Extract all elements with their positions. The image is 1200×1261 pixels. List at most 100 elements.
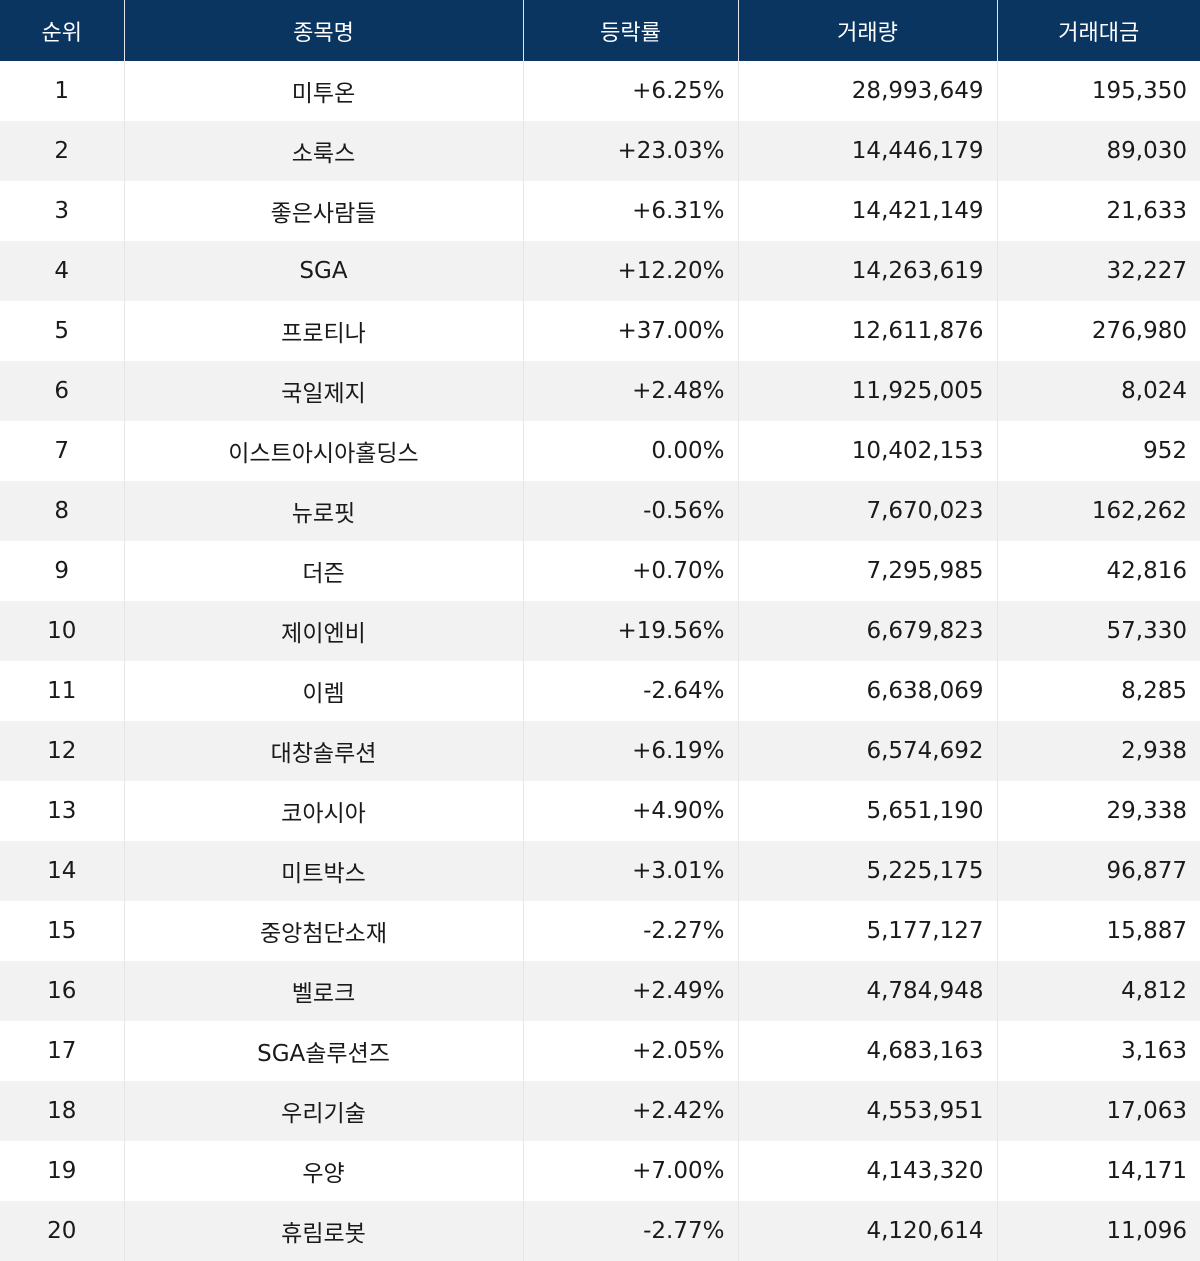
cell-change-rate: +3.01% (523, 841, 739, 901)
cell-volume: 5,225,175 (738, 841, 998, 901)
table-row: 5 프로티나 +37.00% 12,611,876 276,980 (0, 301, 1200, 361)
cell-trade-amount: 14,171 (997, 1141, 1200, 1201)
cell-rank: 18 (0, 1081, 125, 1141)
cell-trade-amount: 8,285 (997, 661, 1200, 721)
cell-rank: 15 (0, 901, 125, 961)
cell-rank: 16 (0, 961, 125, 1021)
cell-volume: 5,651,190 (738, 781, 998, 841)
table-row: 8 뉴로핏 -0.56% 7,670,023 162,262 (0, 481, 1200, 541)
table-row: 11 이렘 -2.64% 6,638,069 8,285 (0, 661, 1200, 721)
cell-volume: 5,177,127 (738, 901, 998, 961)
cell-volume: 4,553,951 (738, 1081, 998, 1141)
table-body: 1 미투온 +6.25% 28,993,649 195,350 2 소룩스 +23.03% 14… (0, 61, 1200, 1261)
cell-change-rate: +0.70% (523, 541, 739, 601)
table-row: 13 코아시아 +4.90% 5,651,190 29,338 (0, 781, 1200, 841)
cell-trade-amount: 89,030 (997, 121, 1200, 181)
cell-rank: 6 (0, 361, 125, 421)
cell-trade-amount: 2,938 (997, 721, 1200, 781)
table-row: 19 우양 +7.00% 4,143,320 14,171 (0, 1141, 1200, 1201)
cell-rank: 13 (0, 781, 125, 841)
cell-stock-name: 좋은사람들 (124, 181, 524, 241)
cell-rank: 12 (0, 721, 125, 781)
cell-stock-name: 뉴로핏 (124, 481, 524, 541)
cell-rank: 20 (0, 1201, 125, 1261)
cell-volume: 7,670,023 (738, 481, 998, 541)
cell-rank: 5 (0, 301, 125, 361)
table-row: 12 대창솔루션 +6.19% 6,574,692 2,938 (0, 721, 1200, 781)
cell-volume: 12,611,876 (738, 301, 998, 361)
table-row: 14 미트박스 +3.01% 5,225,175 96,877 (0, 841, 1200, 901)
cell-volume: 4,784,948 (738, 961, 998, 1021)
cell-change-rate: -2.27% (523, 901, 739, 961)
header-rank: 순위 (0, 0, 125, 61)
cell-trade-amount: 276,980 (997, 301, 1200, 361)
cell-stock-name: SGA (124, 241, 524, 301)
cell-stock-name: 이렘 (124, 661, 524, 721)
cell-trade-amount: 15,887 (997, 901, 1200, 961)
cell-volume: 6,638,069 (738, 661, 998, 721)
cell-stock-name: 제이엔비 (124, 601, 524, 661)
table-header-row: 순위 종목명 등락률 거래량 거래대금 (0, 0, 1200, 61)
cell-change-rate: +37.00% (523, 301, 739, 361)
cell-volume: 14,263,619 (738, 241, 998, 301)
table-row: 4 SGA +12.20% 14,263,619 32,227 (0, 241, 1200, 301)
table-row: 17 SGA솔루션즈 +2.05% 4,683,163 3,163 (0, 1021, 1200, 1081)
cell-rank: 17 (0, 1021, 125, 1081)
cell-rank: 2 (0, 121, 125, 181)
cell-stock-name: 우양 (124, 1141, 524, 1201)
cell-change-rate: +2.42% (523, 1081, 739, 1141)
table-row: 18 우리기술 +2.42% 4,553,951 17,063 (0, 1081, 1200, 1141)
table-row: 15 중앙첨단소재 -2.27% 5,177,127 15,887 (0, 901, 1200, 961)
cell-trade-amount: 57,330 (997, 601, 1200, 661)
cell-stock-name: 소룩스 (124, 121, 524, 181)
cell-rank: 8 (0, 481, 125, 541)
cell-trade-amount: 11,096 (997, 1201, 1200, 1261)
header-stock-name: 종목명 (124, 0, 524, 61)
cell-trade-amount: 4,812 (997, 961, 1200, 1021)
cell-change-rate: +2.48% (523, 361, 739, 421)
cell-volume: 4,683,163 (738, 1021, 998, 1081)
cell-stock-name: 미투온 (124, 61, 524, 121)
cell-change-rate: 0.00% (523, 421, 739, 481)
cell-volume: 14,446,179 (738, 121, 998, 181)
cell-change-rate: +2.05% (523, 1021, 739, 1081)
cell-change-rate: +6.31% (523, 181, 739, 241)
table-row: 7 이스트아시아홀딩스 0.00% 10,402,153 952 (0, 421, 1200, 481)
cell-rank: 19 (0, 1141, 125, 1201)
cell-stock-name: SGA솔루션즈 (124, 1021, 524, 1081)
cell-trade-amount: 162,262 (997, 481, 1200, 541)
cell-rank: 4 (0, 241, 125, 301)
cell-trade-amount: 96,877 (997, 841, 1200, 901)
cell-rank: 3 (0, 181, 125, 241)
cell-change-rate: +7.00% (523, 1141, 739, 1201)
cell-change-rate: -2.64% (523, 661, 739, 721)
table-row: 9 더즌 +0.70% 7,295,985 42,816 (0, 541, 1200, 601)
cell-trade-amount: 17,063 (997, 1081, 1200, 1141)
cell-volume: 7,295,985 (738, 541, 998, 601)
cell-change-rate: +4.90% (523, 781, 739, 841)
table-row: 2 소룩스 +23.03% 14,446,179 89,030 (0, 121, 1200, 181)
cell-change-rate: +23.03% (523, 121, 739, 181)
cell-trade-amount: 42,816 (997, 541, 1200, 601)
cell-volume: 11,925,005 (738, 361, 998, 421)
cell-volume: 4,120,614 (738, 1201, 998, 1261)
table-row: 3 좋은사람들 +6.31% 14,421,149 21,633 (0, 181, 1200, 241)
cell-change-rate: +2.49% (523, 961, 739, 1021)
cell-trade-amount: 21,633 (997, 181, 1200, 241)
cell-volume: 4,143,320 (738, 1141, 998, 1201)
cell-rank: 14 (0, 841, 125, 901)
cell-change-rate: +19.56% (523, 601, 739, 661)
cell-change-rate: +6.25% (523, 61, 739, 121)
cell-volume: 6,574,692 (738, 721, 998, 781)
cell-volume: 6,679,823 (738, 601, 998, 661)
cell-stock-name: 우리기술 (124, 1081, 524, 1141)
header-trade-amount: 거래대금 (997, 0, 1200, 61)
cell-change-rate: +6.19% (523, 721, 739, 781)
cell-stock-name: 대창솔루션 (124, 721, 524, 781)
table-row: 20 휴림로봇 -2.77% 4,120,614 11,096 (0, 1201, 1200, 1261)
cell-rank: 11 (0, 661, 125, 721)
cell-rank: 1 (0, 61, 125, 121)
table-row: 1 미투온 +6.25% 28,993,649 195,350 (0, 61, 1200, 121)
header-volume: 거래량 (738, 0, 998, 61)
